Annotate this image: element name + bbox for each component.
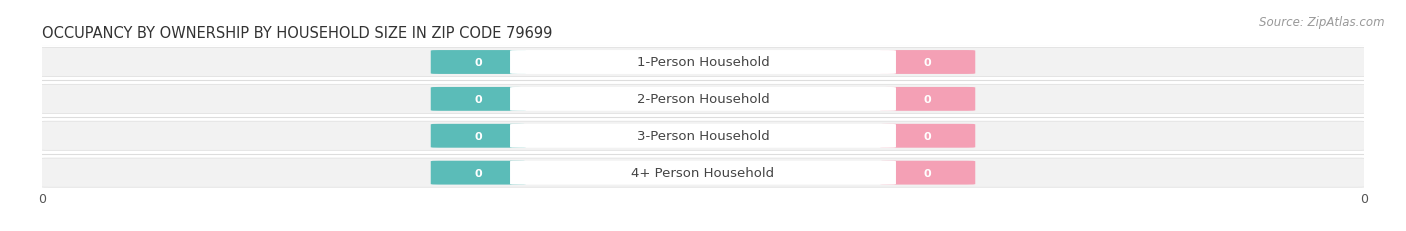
FancyBboxPatch shape	[39, 158, 1367, 187]
Text: OCCUPANCY BY OWNERSHIP BY HOUSEHOLD SIZE IN ZIP CODE 79699: OCCUPANCY BY OWNERSHIP BY HOUSEHOLD SIZE…	[42, 26, 553, 41]
FancyBboxPatch shape	[430, 161, 526, 185]
Text: 0: 0	[474, 131, 482, 141]
FancyBboxPatch shape	[510, 124, 896, 148]
FancyBboxPatch shape	[430, 51, 526, 75]
FancyBboxPatch shape	[880, 51, 976, 75]
Text: 0: 0	[924, 168, 932, 178]
Text: 2-Person Household: 2-Person Household	[637, 93, 769, 106]
FancyBboxPatch shape	[39, 85, 1367, 114]
Text: 3-Person Household: 3-Person Household	[637, 130, 769, 143]
Text: 0: 0	[924, 94, 932, 104]
FancyBboxPatch shape	[510, 51, 896, 75]
Text: Source: ZipAtlas.com: Source: ZipAtlas.com	[1260, 16, 1385, 29]
FancyBboxPatch shape	[430, 88, 526, 111]
Text: 0: 0	[474, 168, 482, 178]
Text: 4+ Person Household: 4+ Person Household	[631, 166, 775, 179]
Text: 0: 0	[924, 58, 932, 68]
Text: 0: 0	[474, 58, 482, 68]
FancyBboxPatch shape	[39, 48, 1367, 77]
Text: 1-Person Household: 1-Person Household	[637, 56, 769, 69]
FancyBboxPatch shape	[510, 161, 896, 185]
Text: 0: 0	[474, 94, 482, 104]
FancyBboxPatch shape	[430, 124, 526, 148]
FancyBboxPatch shape	[880, 161, 976, 185]
Text: 0: 0	[924, 131, 932, 141]
FancyBboxPatch shape	[39, 122, 1367, 151]
FancyBboxPatch shape	[880, 124, 976, 148]
FancyBboxPatch shape	[510, 88, 896, 111]
FancyBboxPatch shape	[880, 88, 976, 111]
